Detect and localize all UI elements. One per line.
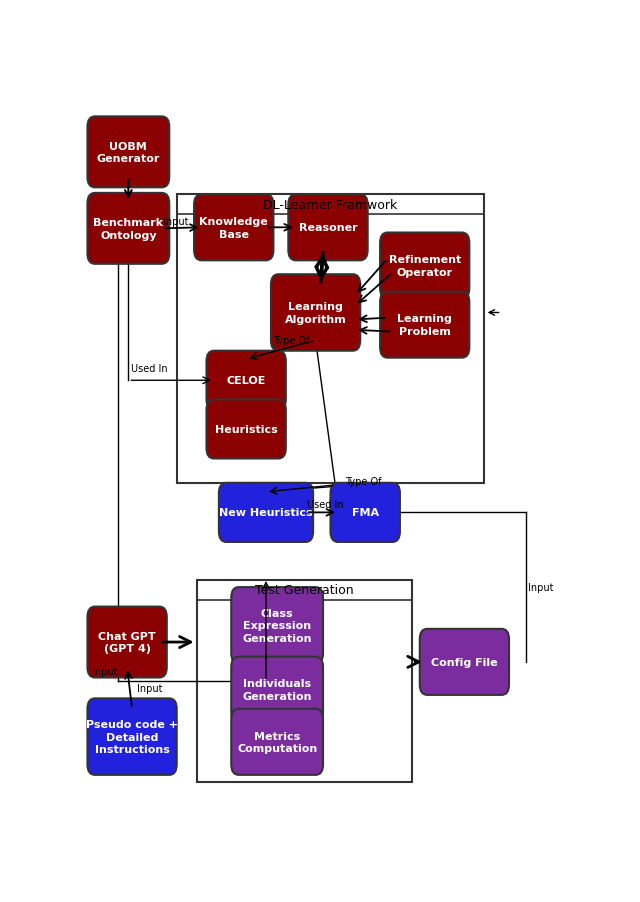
Text: DL-Learner Framwork: DL-Learner Framwork [263, 198, 397, 211]
Text: FMA: FMA [351, 508, 379, 518]
FancyBboxPatch shape [380, 234, 469, 299]
Text: Learning
Algorithm: Learning Algorithm [285, 302, 346, 325]
FancyBboxPatch shape [380, 292, 469, 358]
Text: Input: Input [163, 217, 189, 227]
Text: New Heuristics: New Heuristics [219, 508, 313, 518]
FancyBboxPatch shape [194, 195, 273, 261]
Text: Input: Input [92, 666, 118, 676]
Bar [196, 581, 412, 782]
Text: Class
Expression
Generation: Class Expression Generation [243, 608, 312, 643]
Text: Type Of: Type Of [346, 476, 382, 486]
Text: Heuristics: Heuristics [215, 425, 278, 435]
Text: Used In: Used In [307, 500, 344, 510]
Text: CELOE: CELOE [227, 376, 266, 386]
FancyBboxPatch shape [88, 117, 169, 189]
FancyBboxPatch shape [330, 483, 400, 542]
Text: Test Generation: Test Generation [255, 584, 354, 597]
Text: Type Of: Type Of [273, 336, 310, 345]
FancyBboxPatch shape [219, 483, 313, 542]
FancyBboxPatch shape [207, 400, 286, 459]
Text: UOBM
Generator: UOBM Generator [97, 142, 160, 164]
FancyBboxPatch shape [231, 657, 323, 723]
FancyBboxPatch shape [288, 195, 367, 261]
Text: Benchmark
Ontology: Benchmark Ontology [93, 218, 163, 240]
Text: Config File: Config File [431, 658, 498, 667]
Text: Pseudo code +
Detailed
Instructions: Pseudo code + Detailed Instructions [86, 720, 178, 754]
FancyBboxPatch shape [88, 607, 167, 677]
FancyBboxPatch shape [88, 698, 177, 775]
Text: Knowledge
Base: Knowledge Base [200, 216, 268, 239]
FancyBboxPatch shape [231, 587, 323, 664]
Text: Used In: Used In [131, 364, 168, 373]
Text: Chat GPT
(GPT 4): Chat GPT (GPT 4) [99, 631, 156, 654]
Text: Input: Input [528, 583, 554, 593]
Text: Refinement
Operator: Refinement Operator [388, 255, 461, 278]
Text: Learning
Problem: Learning Problem [397, 314, 452, 336]
FancyBboxPatch shape [420, 630, 509, 695]
FancyBboxPatch shape [271, 275, 360, 351]
Text: Reasoner: Reasoner [299, 223, 357, 233]
Bar [177, 195, 484, 483]
Text: Metrics
Computation: Metrics Computation [237, 731, 317, 753]
FancyBboxPatch shape [231, 709, 323, 775]
FancyBboxPatch shape [88, 194, 169, 264]
Text: Input: Input [137, 683, 163, 693]
Text: Individuals
Generation: Individuals Generation [243, 678, 312, 701]
FancyBboxPatch shape [207, 352, 286, 410]
